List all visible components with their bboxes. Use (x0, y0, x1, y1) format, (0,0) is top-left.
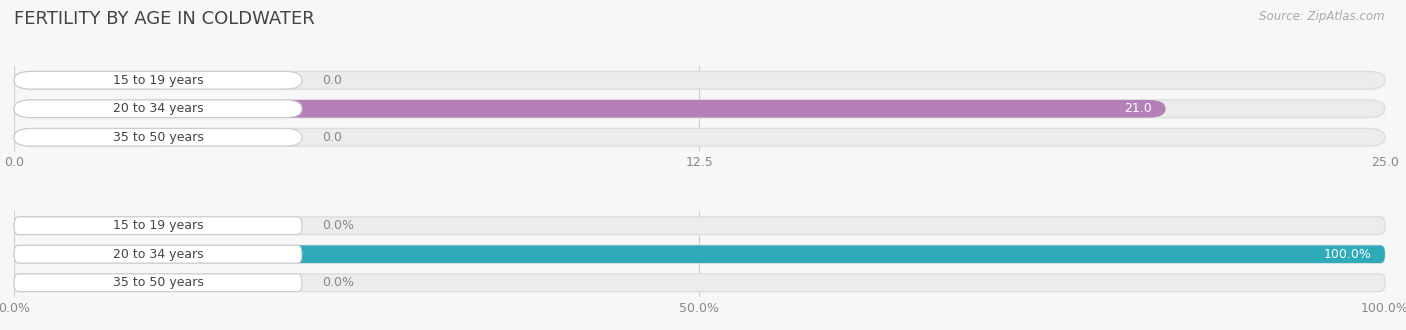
Text: 0.0: 0.0 (322, 74, 343, 87)
FancyBboxPatch shape (14, 217, 1385, 235)
FancyBboxPatch shape (14, 71, 173, 89)
Text: 0.0: 0.0 (322, 131, 343, 144)
FancyBboxPatch shape (14, 274, 173, 292)
FancyBboxPatch shape (14, 100, 302, 117)
FancyBboxPatch shape (14, 217, 302, 235)
Text: 0.0%: 0.0% (322, 276, 354, 289)
Text: 100.0%: 100.0% (1323, 248, 1371, 261)
FancyBboxPatch shape (14, 128, 173, 146)
Text: 15 to 19 years: 15 to 19 years (112, 219, 204, 232)
FancyBboxPatch shape (14, 100, 1166, 117)
FancyBboxPatch shape (14, 246, 302, 263)
Text: FERTILITY BY AGE IN COLDWATER: FERTILITY BY AGE IN COLDWATER (14, 10, 315, 28)
FancyBboxPatch shape (14, 71, 302, 89)
FancyBboxPatch shape (14, 274, 1385, 292)
FancyBboxPatch shape (14, 71, 1385, 89)
FancyBboxPatch shape (14, 128, 1385, 146)
FancyBboxPatch shape (14, 246, 1385, 263)
Text: 35 to 50 years: 35 to 50 years (112, 131, 204, 144)
Text: 15 to 19 years: 15 to 19 years (112, 74, 204, 87)
Text: 20 to 34 years: 20 to 34 years (112, 102, 204, 115)
Text: Source: ZipAtlas.com: Source: ZipAtlas.com (1260, 10, 1385, 23)
FancyBboxPatch shape (14, 246, 1385, 263)
FancyBboxPatch shape (14, 274, 302, 292)
FancyBboxPatch shape (14, 217, 173, 235)
Text: 21.0: 21.0 (1125, 102, 1152, 115)
Text: 20 to 34 years: 20 to 34 years (112, 248, 204, 261)
Text: 0.0%: 0.0% (322, 219, 354, 232)
FancyBboxPatch shape (14, 128, 302, 146)
FancyBboxPatch shape (14, 100, 1385, 117)
Text: 35 to 50 years: 35 to 50 years (112, 276, 204, 289)
